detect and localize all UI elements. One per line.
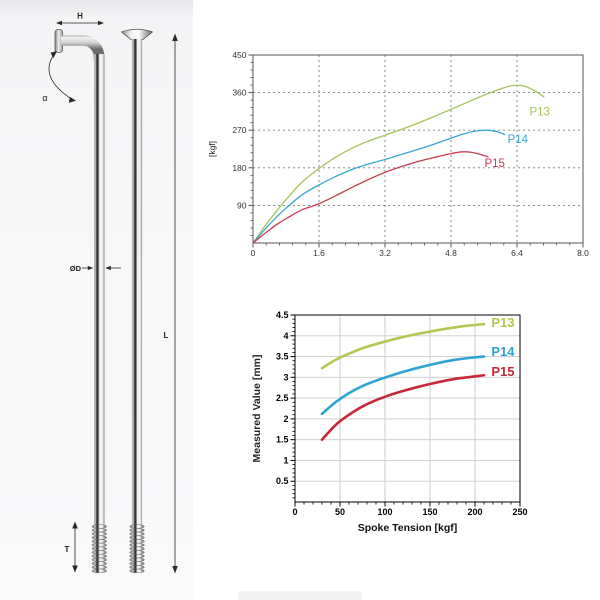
spoke-diagram-panel: H α ØD L bbox=[0, 0, 193, 600]
svg-text:8.0: 8.0 bbox=[577, 248, 589, 258]
svg-text:2.5: 2.5 bbox=[276, 393, 289, 403]
dim-h-label: H bbox=[77, 12, 83, 21]
spoke-jbend bbox=[54, 29, 105, 525]
dim-length bbox=[172, 33, 178, 574]
svg-text:[kgf]: [kgf] bbox=[207, 141, 217, 157]
svg-text:0.5: 0.5 bbox=[276, 476, 289, 486]
dim-length-label: L bbox=[164, 331, 169, 340]
svg-text:4.5: 4.5 bbox=[276, 310, 289, 320]
svg-text:P15: P15 bbox=[491, 364, 514, 379]
svg-text:1.6: 1.6 bbox=[313, 248, 325, 258]
jbend-elbow bbox=[61, 35, 105, 60]
svg-text:P15: P15 bbox=[484, 158, 504, 170]
svg-text:4: 4 bbox=[283, 331, 288, 341]
svg-text:2: 2 bbox=[283, 414, 288, 424]
svg-text:0: 0 bbox=[251, 248, 256, 258]
dim-thread bbox=[72, 521, 78, 573]
dim-angle bbox=[48, 51, 76, 103]
svg-text:4.8: 4.8 bbox=[445, 248, 457, 258]
svg-text:0: 0 bbox=[292, 507, 297, 517]
thread-right bbox=[129, 524, 145, 573]
svg-text:150: 150 bbox=[422, 507, 437, 517]
thread-left bbox=[91, 524, 107, 573]
svg-text:Spoke Tension [kgf]: Spoke Tension [kgf] bbox=[358, 522, 458, 534]
svg-text:200: 200 bbox=[467, 507, 482, 517]
svg-text:100: 100 bbox=[377, 507, 392, 517]
svg-text:3: 3 bbox=[283, 372, 288, 382]
svg-text:180: 180 bbox=[232, 163, 246, 173]
svg-text:450: 450 bbox=[232, 50, 246, 60]
svg-text:Measured Value [mm]: Measured Value [mm] bbox=[251, 355, 263, 463]
svg-text:90: 90 bbox=[237, 200, 247, 210]
svg-text:P14: P14 bbox=[491, 344, 515, 359]
svg-text:1: 1 bbox=[283, 455, 288, 465]
tension-chart-svg: 0 50 100 150 200 250 0.5 1 1.5 2 2.5 3 3.5 4 4.5 Measur… bbox=[251, 310, 528, 534]
svg-text:360: 360 bbox=[232, 88, 246, 98]
dim-diameter-label: ØD bbox=[70, 264, 82, 273]
measured-value-vs-tension-chart: 0 50 100 150 200 250 0.5 1 1.5 2 2.5 3 3.5 4 4.5 Measur… bbox=[250, 295, 555, 550]
dim-angle-label: α bbox=[42, 93, 47, 103]
svg-text:3.2: 3.2 bbox=[379, 248, 391, 258]
svg-text:6.4: 6.4 bbox=[511, 248, 523, 258]
svg-text:1.5: 1.5 bbox=[276, 435, 289, 445]
dim-thread-label: T bbox=[65, 545, 70, 554]
svg-text:50: 50 bbox=[335, 507, 345, 517]
svg-text:250: 250 bbox=[512, 507, 527, 517]
dim-diameter bbox=[82, 265, 121, 271]
svg-text:3.5: 3.5 bbox=[276, 352, 289, 362]
svg-text:P13: P13 bbox=[529, 106, 549, 118]
force-chart-svg: 0 1.6 3.2 4.8 6.4 8.0 90 180 270 360 450 [kgf] P13 P1… bbox=[207, 50, 589, 258]
force-vs-stroke-chart: 0 1.6 3.2 4.8 6.4 8.0 90 180 270 360 450 [kgf] P13 P1… bbox=[195, 30, 595, 265]
straight-head bbox=[120, 28, 154, 41]
spoke-diagram: H α ØD L bbox=[42, 12, 178, 574]
svg-text:270: 270 bbox=[232, 125, 246, 135]
svg-text:P14: P14 bbox=[508, 134, 529, 146]
svg-text:P13: P13 bbox=[491, 315, 514, 330]
spoke-straight bbox=[120, 28, 154, 525]
dim-h bbox=[56, 20, 104, 26]
bottom-watermark-strip bbox=[238, 591, 362, 600]
